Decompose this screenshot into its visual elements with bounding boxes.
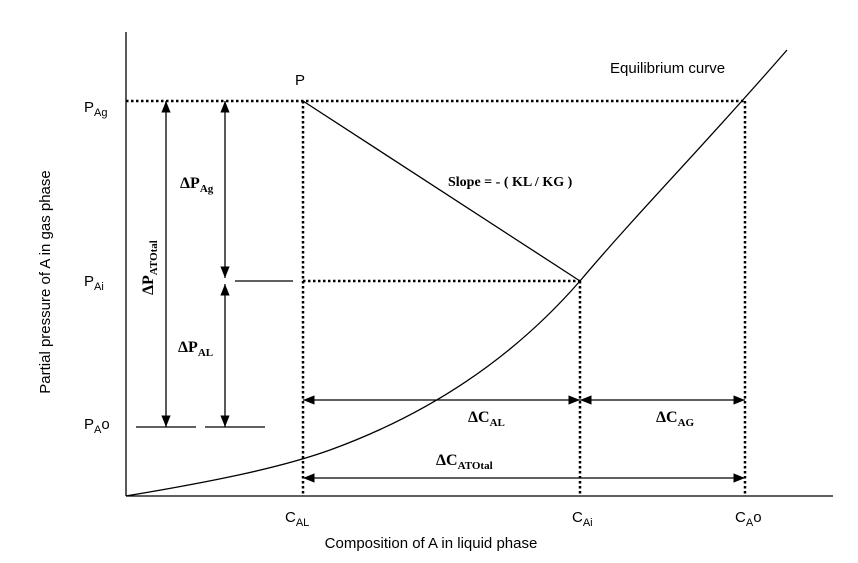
delta-label: ΔPAL	[178, 339, 213, 359]
delta-label: ΔPAg	[180, 175, 214, 195]
label-sub: Ag	[200, 183, 214, 195]
label-sup: o	[101, 416, 109, 433]
delta-label: ΔPATOtal	[140, 240, 160, 295]
label-base: C	[572, 509, 583, 526]
y-label: PAo	[84, 416, 110, 436]
lines	[125, 32, 833, 497]
label-sup: o	[753, 509, 761, 526]
label-base: ΔC	[436, 452, 458, 469]
label-sub: AG	[678, 417, 695, 429]
label-sub: AL	[296, 517, 309, 529]
label-sub: Ag	[94, 107, 107, 119]
label-sub: ATOtal	[148, 240, 160, 275]
label-base: P	[84, 273, 94, 290]
y-title: Partial pressure of A in gas phase	[37, 170, 54, 393]
slope-label: Slope = - ( KL / KG )	[448, 175, 573, 190]
label-base: C	[735, 509, 746, 526]
y-label: PAi	[84, 273, 104, 293]
label-sub: Ai	[94, 281, 104, 293]
x-label: CAo	[735, 509, 762, 529]
label-sub: ATOtal	[458, 460, 493, 472]
delta-label: ΔCATOtal	[436, 452, 493, 472]
curve-label: Equilibrium curve	[610, 60, 725, 77]
x-label: CAL	[285, 509, 309, 529]
label-base: ΔP	[178, 339, 198, 356]
label-sub: A	[94, 424, 102, 436]
x-title: Composition of A in liquid phase	[325, 535, 538, 552]
label-base: P	[84, 416, 94, 433]
label-base: ΔP	[140, 275, 157, 295]
label-sub: A	[746, 517, 754, 529]
label-sub: AL	[198, 347, 213, 359]
point-label: P	[295, 72, 305, 89]
x-label: CAi	[572, 509, 593, 529]
label-base: ΔC	[468, 409, 490, 426]
label-base: ΔC	[656, 409, 678, 426]
delta-label: ΔCAL	[468, 409, 505, 429]
label-sub: Ai	[583, 517, 593, 529]
label-sub: AL	[490, 417, 505, 429]
label-base: P	[84, 99, 94, 116]
label-base: C	[285, 509, 296, 526]
delta-label: ΔCAG	[656, 409, 695, 429]
y-label: PAg	[84, 99, 107, 119]
label-base: ΔP	[180, 175, 200, 192]
